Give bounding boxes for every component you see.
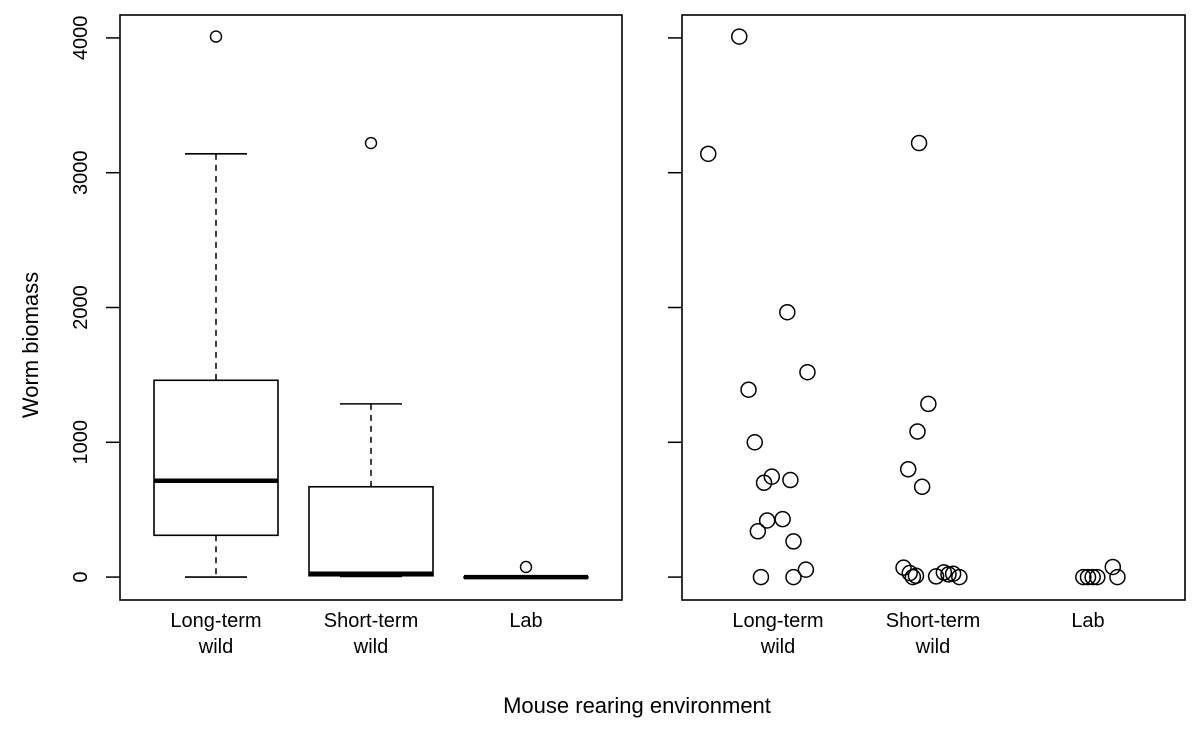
x-tick-label: wild — [353, 636, 388, 658]
data-point — [1079, 568, 1097, 586]
data-point — [785, 568, 802, 586]
x-tick-label: Long-term — [732, 610, 823, 632]
x-tick-label: Long-term — [170, 610, 261, 632]
data-point — [740, 381, 757, 398]
x-tick-label: Lab — [1071, 610, 1104, 632]
data-point — [907, 567, 925, 584]
data-point — [920, 395, 937, 413]
y-tick-label: 2000 — [70, 285, 92, 330]
x-tick-label: wild — [915, 636, 950, 658]
y-tick-label: 1000 — [70, 420, 92, 465]
x-tick-label: Short-term — [886, 610, 980, 632]
data-point — [895, 559, 912, 576]
y-tick-label: 0 — [70, 572, 92, 583]
data-point — [752, 568, 770, 586]
data-point — [899, 461, 917, 478]
data-point — [1075, 568, 1092, 586]
outlier-point — [209, 30, 223, 43]
data-point — [913, 478, 931, 496]
boxplot-panel: 0 1000 2000 3000 4000 Long-term wild Short-term… — [70, 14, 623, 658]
data-point — [927, 568, 945, 585]
data-point — [910, 134, 928, 152]
data-point — [779, 303, 796, 321]
data-point — [755, 474, 773, 491]
data-point — [951, 568, 968, 586]
data-point — [1089, 568, 1106, 586]
x-tick-label: wild — [760, 636, 795, 658]
outlier-point — [519, 560, 533, 574]
y-axis-title: Worm biomass — [18, 272, 43, 418]
data-point — [700, 145, 717, 163]
y-tick-label: 4000 — [70, 16, 92, 61]
iqr-box — [153, 379, 279, 537]
plot-frame — [681, 14, 1186, 601]
data-point — [1109, 568, 1126, 586]
x-tick-label: Lab — [509, 610, 542, 632]
data-point — [797, 561, 815, 578]
outlier-point — [364, 136, 378, 150]
data-point — [749, 523, 767, 540]
data-point — [785, 533, 802, 550]
x-axis-title: Mouse rearing environment — [503, 693, 771, 718]
data-point — [774, 510, 791, 528]
data-point — [731, 28, 748, 45]
stripchart-panel: Long-term wild Short-term wild Lab — [668, 14, 1186, 658]
data-point — [940, 566, 957, 583]
x-tick-label: Short-term — [324, 610, 418, 632]
data-point — [782, 471, 799, 489]
y-tick-label: 3000 — [70, 150, 92, 195]
iqr-box — [308, 485, 434, 577]
x-tick-label: wild — [198, 636, 233, 658]
data-point — [746, 434, 763, 451]
data-point — [1104, 558, 1122, 576]
data-point — [1084, 568, 1101, 586]
data-point — [799, 363, 816, 381]
data-point — [909, 423, 926, 440]
data-point — [758, 512, 776, 529]
